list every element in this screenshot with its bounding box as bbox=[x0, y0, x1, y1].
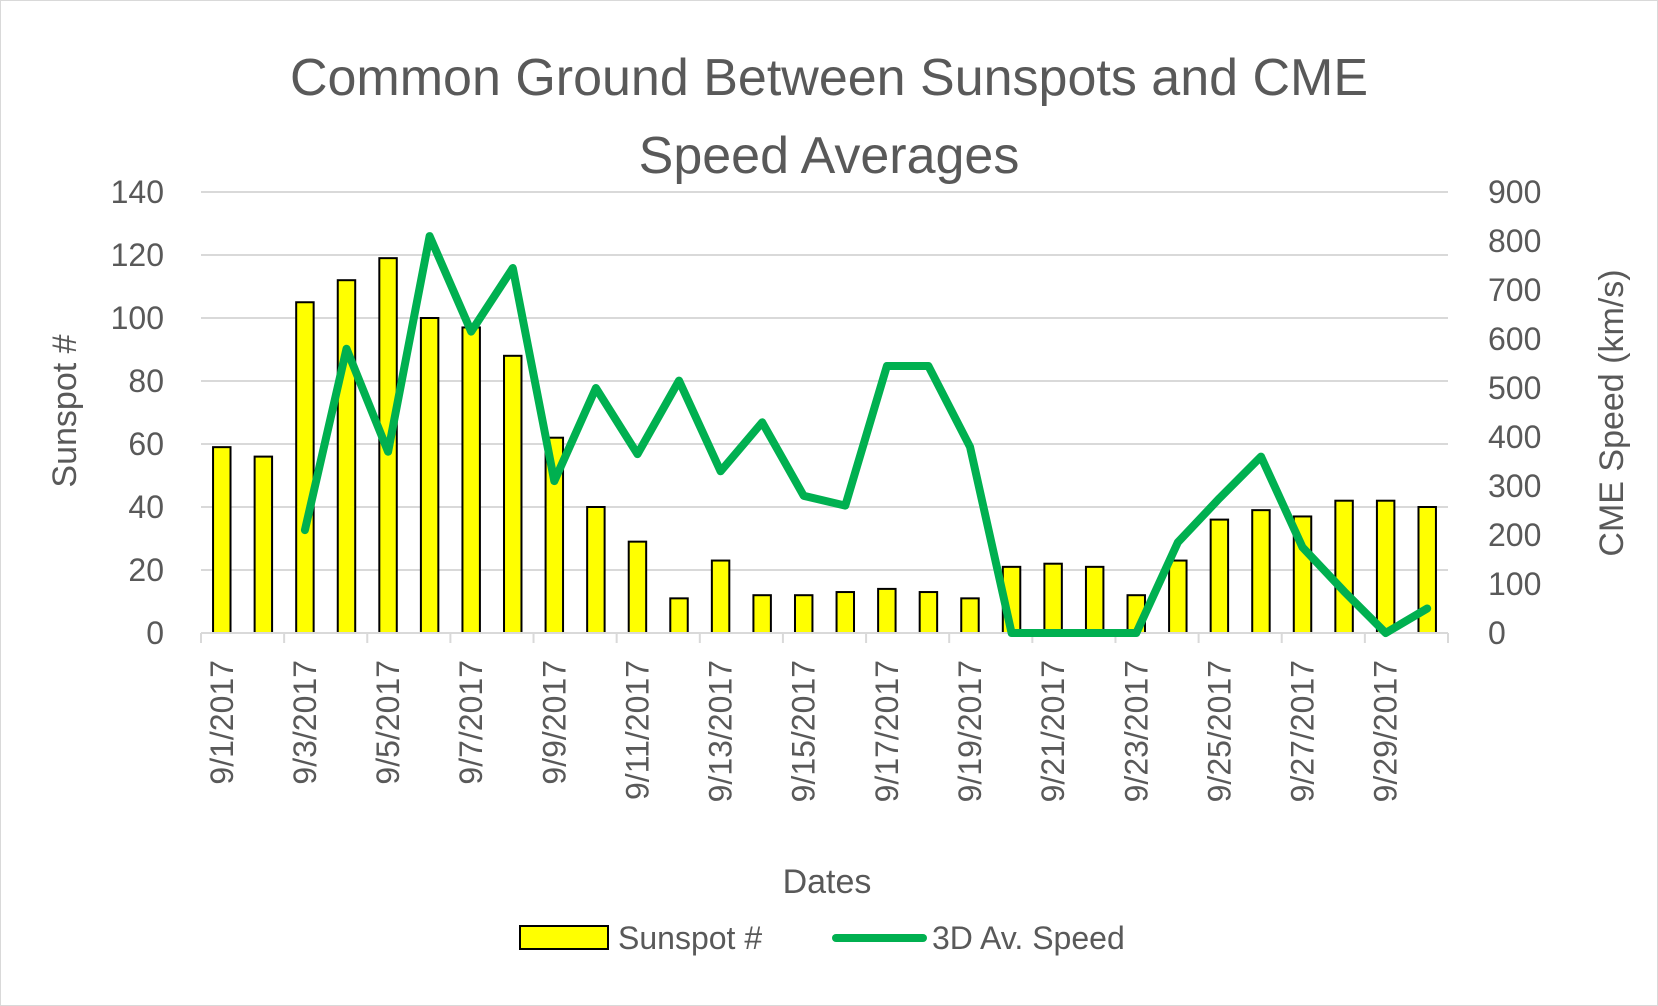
legend-speed-label: 3D Av. Speed bbox=[932, 920, 1125, 956]
sunspot-bar bbox=[1043, 562, 1063, 635]
chart-title-line2: Speed Averages bbox=[639, 127, 1020, 185]
x-tick-label: 9/19/2017 bbox=[952, 660, 988, 802]
gridlines bbox=[201, 191, 1448, 571]
sunspot-bar bbox=[419, 317, 440, 634]
right-tick-label: 600 bbox=[1488, 321, 1541, 357]
sunspot-bar bbox=[461, 326, 481, 634]
sunspot-bar bbox=[1209, 518, 1230, 634]
left-tick-label: 80 bbox=[128, 363, 164, 399]
sunspot-bar bbox=[1251, 509, 1271, 634]
x-tick-label: 9/9/2017 bbox=[536, 660, 572, 785]
x-tick-label: 9/27/2017 bbox=[1285, 660, 1321, 802]
sunspot-bar bbox=[253, 455, 274, 634]
x-tick-label: 9/1/2017 bbox=[204, 660, 240, 785]
x-tick-label: 9/17/2017 bbox=[869, 660, 905, 802]
sunspot-bar bbox=[1084, 565, 1105, 634]
chart-title-line1: Common Ground Between Sunspots and CME bbox=[290, 49, 1368, 107]
sunspot-bar bbox=[793, 594, 814, 635]
left-tick-label: 40 bbox=[128, 489, 164, 525]
sunspot-bar bbox=[669, 597, 689, 634]
left-tick-label: 20 bbox=[128, 552, 164, 588]
x-ticks: 9/1/2017 9/3/2017 9/5/2017 9/7/2017 9/9/2017… bbox=[204, 660, 1404, 802]
sunspot-bar bbox=[503, 354, 523, 634]
sunspot-bar bbox=[960, 597, 980, 634]
x-tick-label: 9/23/2017 bbox=[1118, 660, 1154, 802]
sunspot-bar bbox=[586, 506, 606, 634]
x-tick-label: 9/11/2017 bbox=[620, 660, 656, 800]
right-tick-label: 200 bbox=[1488, 517, 1541, 553]
left-tick-label: 0 bbox=[146, 615, 164, 651]
left-tick-label: 140 bbox=[111, 174, 164, 210]
x-axis-title: Dates bbox=[783, 863, 872, 901]
x-tick-label: 9/29/2017 bbox=[1368, 660, 1404, 802]
right-axis-title: CME Speed (km/s) bbox=[1593, 269, 1631, 556]
legend-sunspot-label: Sunspot # bbox=[618, 920, 762, 956]
sunspot-bar bbox=[752, 594, 772, 635]
x-tick-label: 9/7/2017 bbox=[453, 660, 489, 785]
x-tick-label: 9/5/2017 bbox=[370, 660, 406, 785]
right-tick-label: 300 bbox=[1488, 468, 1541, 504]
right-tick-label: 100 bbox=[1488, 566, 1541, 602]
sunspot-bars bbox=[212, 257, 1437, 635]
x-tick-label: 9/21/2017 bbox=[1035, 660, 1071, 802]
right-y-ticks: 0 100 200 300 400 500 600 700 800 900 bbox=[1488, 174, 1541, 651]
right-tick-label: 500 bbox=[1488, 370, 1541, 406]
left-tick-label: 120 bbox=[111, 237, 164, 273]
sunspot-bar bbox=[1375, 499, 1396, 635]
right-tick-label: 900 bbox=[1488, 174, 1541, 210]
left-tick-label: 60 bbox=[128, 426, 164, 462]
right-tick-label: 0 bbox=[1488, 615, 1506, 651]
sunspot-bar bbox=[918, 591, 939, 634]
right-tick-label: 800 bbox=[1488, 223, 1541, 259]
speed-line bbox=[300, 232, 1432, 637]
sunspot-bar bbox=[835, 591, 856, 634]
x-tick-label: 9/13/2017 bbox=[703, 660, 739, 802]
left-tick-label: 100 bbox=[111, 300, 164, 336]
sunspot-bar bbox=[1334, 499, 1354, 635]
left-axis-title: Sunspot # bbox=[46, 334, 84, 487]
right-tick-label: 400 bbox=[1488, 419, 1541, 455]
sunspot-bar bbox=[877, 587, 897, 635]
x-tick-label: 9/3/2017 bbox=[287, 660, 323, 785]
sunspot-bar bbox=[295, 301, 315, 634]
speed-line-layer bbox=[300, 232, 1432, 637]
x-axis bbox=[200, 632, 1449, 643]
legend: Sunspot # 3D Av. Speed bbox=[519, 920, 1125, 956]
sunspot-bar bbox=[710, 559, 731, 634]
sunspot-bar bbox=[627, 540, 648, 635]
x-tick-label: 9/15/2017 bbox=[786, 660, 822, 802]
sunspot-bar bbox=[1168, 559, 1188, 634]
right-tick-label: 700 bbox=[1488, 272, 1541, 308]
legend-bar-swatch bbox=[519, 925, 609, 950]
sunspot-bar bbox=[212, 446, 232, 634]
sunspot-bar bbox=[336, 279, 357, 634]
x-tick-label: 9/25/2017 bbox=[1201, 660, 1237, 802]
left-y-ticks: 0 20 40 60 80 100 120 140 bbox=[111, 174, 164, 651]
